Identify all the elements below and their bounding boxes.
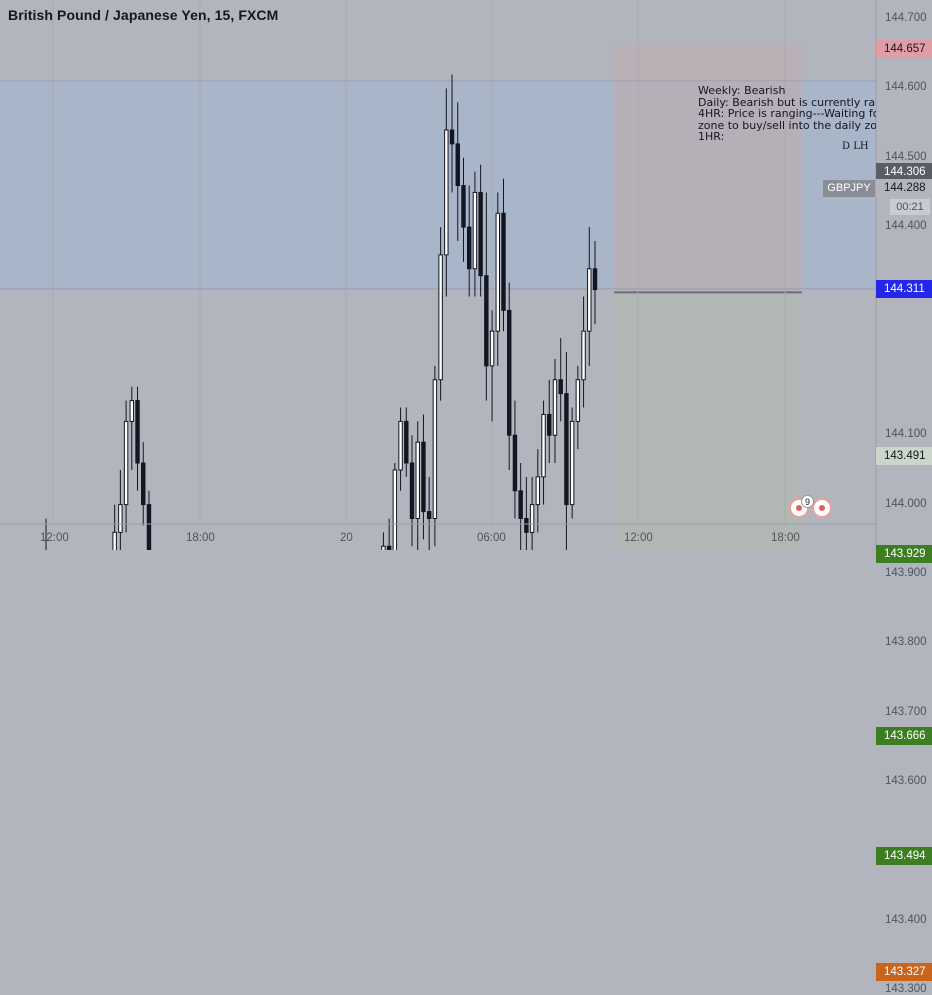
time-tick-label: 12:00: [624, 532, 653, 544]
candle: [438, 254, 443, 381]
candle: [489, 330, 495, 367]
countdown-timer: 00:21: [890, 199, 930, 215]
event-count-badge: 9: [801, 495, 814, 508]
time-tick-label: 06:00: [477, 532, 506, 544]
symbol-tag: GBPJPY: [823, 180, 875, 197]
price-label-tag: 144.306: [876, 163, 932, 181]
candle: [129, 400, 135, 422]
candle: [547, 413, 552, 436]
candle: [495, 212, 501, 332]
price-tick-label: 144.700: [885, 12, 927, 24]
price-tick-label: 143.700: [885, 705, 927, 718]
price-tick-label: 144.100: [885, 428, 927, 441]
price-label-tag: 144.288: [876, 179, 932, 197]
stop-loss-zone: [614, 45, 802, 293]
candle: [141, 462, 146, 506]
price-label-tag: 143.494: [876, 846, 932, 865]
candlestick-chart[interactable]: [0, 0, 932, 973]
take-profit-zone: [614, 292, 802, 856]
price-tick-label: 143.900: [885, 567, 927, 579]
candle: [404, 420, 409, 464]
candle: [432, 379, 438, 519]
price-label-tag: 143.929: [876, 544, 932, 563]
event-marker-icon[interactable]: [812, 498, 832, 518]
candle: [529, 504, 535, 533]
candle: [449, 129, 455, 145]
note-line: 1HR:: [698, 130, 725, 143]
chart-title: British Pound / Japanese Yen, 15, FXCM: [8, 7, 279, 23]
candle: [123, 420, 129, 506]
candle: [135, 400, 140, 464]
candle: [381, 545, 386, 575]
price-tick-label: 143.300: [885, 983, 927, 995]
price-label-tag: 143.666: [876, 727, 932, 746]
candle: [564, 393, 569, 506]
candle: [455, 143, 460, 186]
candle: [466, 226, 472, 270]
candle: [592, 268, 598, 291]
candle: [535, 476, 541, 506]
dlh-label: D LH: [842, 141, 869, 152]
candle: [409, 462, 415, 519]
candle: [478, 191, 483, 277]
price-tick-label: 143.800: [885, 636, 927, 649]
candle: [386, 545, 392, 575]
time-tick-label: 12:00: [40, 532, 69, 544]
candle: [146, 504, 152, 610]
analysis-note[interactable]: Weekly: Bearish Daily: Bearish but is cu…: [698, 85, 876, 143]
time-tick-label: 18:00: [186, 532, 215, 544]
note-line: Weekly: Bearish: [698, 85, 786, 97]
candle: [541, 413, 546, 478]
candle: [524, 518, 529, 533]
candle: [575, 379, 581, 422]
time-tick-label: 20: [340, 532, 353, 544]
candle: [461, 185, 466, 228]
price-label-tag: 144.311: [876, 279, 932, 298]
candle: [581, 330, 586, 381]
candle: [552, 379, 558, 436]
candle: [484, 275, 489, 367]
price-tick-label: 143.400: [885, 913, 927, 926]
note-line: 4HR: Price is ranging---Waiting for pric…: [698, 107, 876, 120]
time-tick-label: 18:00: [771, 532, 800, 544]
note-line: zone to buy/sell into the daily zone: [698, 118, 876, 132]
candle: [507, 309, 512, 436]
price-label-tag: 144.657: [876, 39, 932, 58]
price-tick-label: 144.400: [885, 220, 927, 233]
candle: [426, 511, 432, 519]
candle: [472, 191, 478, 270]
candle: [587, 268, 592, 332]
candle: [415, 441, 420, 519]
price-tick-label: 144.500: [885, 150, 927, 163]
candle: [112, 531, 117, 603]
price-label-tag: 143.491: [876, 447, 932, 465]
price-tick-label: 143.600: [885, 775, 927, 788]
note-line: Daily: Bearish but is currently ranging: [698, 95, 876, 109]
candle: [518, 490, 523, 519]
candle: [512, 434, 518, 492]
price-tick-label: 144.600: [885, 81, 927, 94]
candle: [118, 504, 123, 533]
candle: [444, 129, 449, 256]
candle: [398, 420, 403, 471]
price-tick-label: 144.000: [885, 497, 927, 510]
candle: [392, 469, 398, 575]
candle: [569, 420, 575, 506]
candle: [558, 379, 563, 395]
candle: [421, 441, 426, 513]
candle: [501, 212, 506, 311]
price-label-tag: 143.327: [876, 962, 932, 981]
